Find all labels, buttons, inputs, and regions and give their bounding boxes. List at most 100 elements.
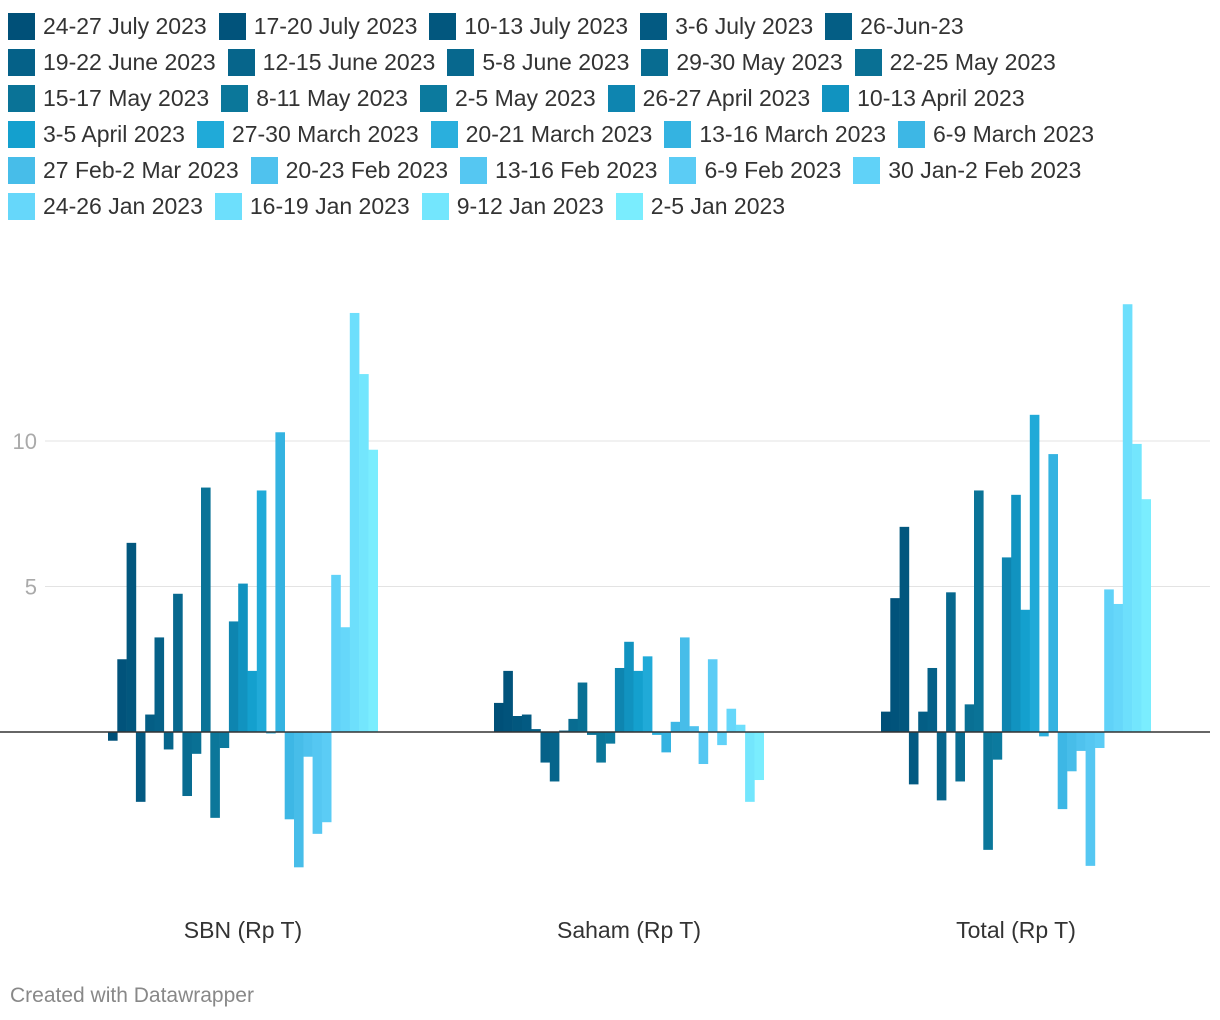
legend-label: 27-30 March 2023	[231, 120, 419, 147]
legend-label: 22-25 May 2023	[889, 48, 1056, 75]
legend-item: 13-16 Feb 2023	[460, 156, 658, 184]
bar	[568, 718, 578, 732]
bar	[163, 732, 174, 750]
bar	[964, 704, 975, 732]
legend-label: 6-9 Feb 2023	[704, 156, 842, 183]
bar	[908, 732, 919, 785]
bar	[549, 732, 560, 782]
legend-swatch	[421, 192, 449, 220]
legend-item: 26-27 April 2023	[607, 84, 811, 112]
bar	[238, 583, 248, 732]
legend-item: 29-30 May 2023	[641, 48, 843, 76]
bar	[596, 732, 606, 763]
legend-swatch	[227, 48, 255, 76]
bar	[126, 542, 137, 732]
bar	[1057, 732, 1068, 810]
legend-label: 26-Jun-23	[860, 12, 964, 39]
bar	[117, 659, 127, 732]
legend-label: 3-6 July 2023	[675, 12, 814, 39]
bar	[494, 702, 504, 732]
legend-item: 12-15 June 2023	[227, 48, 435, 76]
legend-row: 15-17 May 2023 8-11 May 2023 2-5 May 2023 2…	[8, 80, 1213, 116]
bar	[1020, 609, 1031, 732]
legend-label: 26-27 April 2023	[642, 84, 811, 111]
legend-item: 10-13 July 2023	[429, 12, 629, 40]
legend-item: 26-Jun-23	[825, 12, 964, 40]
legend-swatch	[419, 84, 447, 112]
bar	[955, 732, 965, 782]
legend-label: 24-27 July 2023	[43, 12, 207, 39]
legend-swatch	[664, 120, 692, 148]
legend-row: 19-22 June 2023 12-15 June 2023 5-8 June 2…	[8, 44, 1213, 80]
legend-swatch	[447, 48, 475, 76]
bar	[1048, 454, 1058, 732]
legend-swatch	[8, 12, 35, 40]
legend-swatch	[8, 192, 35, 220]
bar	[936, 732, 947, 801]
bar	[1122, 304, 1133, 732]
legend-swatch	[218, 12, 246, 40]
bar	[680, 637, 690, 732]
bar	[726, 708, 737, 732]
legend-item: 24-27 July 2023	[8, 12, 207, 40]
bar	[284, 732, 295, 820]
legend-label: 13-16 March 2023	[699, 120, 886, 147]
bar	[359, 374, 369, 732]
bar	[918, 711, 928, 732]
legend-label: 20-21 March 2023	[465, 120, 653, 147]
bar	[577, 682, 588, 732]
bar	[108, 732, 118, 741]
bar	[219, 732, 230, 749]
bar	[983, 732, 993, 850]
legend-item: 5-8 June 2023	[447, 48, 629, 76]
legend-swatch	[460, 156, 488, 184]
legend-label: 13-16 Feb 2023	[495, 156, 658, 183]
legend-item: 20-21 March 2023	[430, 120, 653, 148]
legend-item: 2-5 May 2023	[419, 84, 596, 112]
x-category-label: Total (Rp T)	[956, 917, 1076, 943]
bar	[191, 732, 202, 754]
legend-swatch	[854, 48, 882, 76]
legend-label: 2-5 May 2023	[454, 84, 596, 111]
legend-label: 24-26 Jan 2023	[43, 192, 203, 219]
bar	[340, 627, 351, 732]
bar	[624, 641, 634, 732]
legend-item: 15-17 May 2023	[8, 84, 209, 112]
bar	[1094, 732, 1105, 749]
legend-item: 8-11 May 2023	[221, 84, 408, 112]
y-tick-label: 5	[25, 575, 37, 600]
legend-swatch	[898, 120, 925, 148]
bar	[881, 711, 891, 732]
legend-label: 27 Feb-2 Mar 2023	[43, 156, 239, 183]
legend-row: 3-5 April 2023 27-30 March 2023 20-21 Marc…	[8, 116, 1213, 152]
bar	[201, 487, 211, 732]
category-labels: SBN (Rp T) Saham (Rp T) Total (Rp T)	[184, 917, 1076, 943]
bar	[735, 724, 746, 733]
bar	[633, 670, 644, 732]
bar	[707, 659, 718, 732]
legend-label: 29-30 May 2023	[676, 48, 843, 75]
bar	[642, 656, 653, 732]
bar	[531, 729, 541, 732]
bar	[890, 598, 900, 732]
bar	[992, 732, 1003, 760]
bar	[303, 732, 313, 757]
datawrapper-credit: Created with Datawrapper	[10, 984, 254, 1007]
legend-label: 10-13 July 2023	[464, 12, 629, 39]
bar	[1113, 603, 1124, 732]
legend-item: 9-12 Jan 2023	[421, 192, 604, 220]
legend-label: 6-9 March 2023	[933, 120, 1095, 147]
legend-item: 3-5 April 2023	[8, 120, 185, 148]
y-tick-label: 10	[13, 429, 37, 454]
legend-swatch	[430, 120, 458, 148]
bar	[247, 670, 258, 732]
bar	[1141, 499, 1151, 732]
legend-item: 19-22 June 2023	[8, 48, 216, 76]
bar	[1039, 732, 1049, 737]
legend-label: 30 Jan-2 Feb 2023	[888, 156, 1082, 183]
bar	[275, 432, 285, 732]
bar	[256, 490, 267, 732]
bar	[349, 312, 360, 732]
bar	[1132, 443, 1142, 732]
